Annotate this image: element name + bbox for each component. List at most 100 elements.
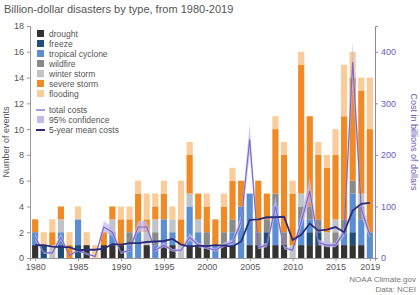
bar [195,219,201,232]
tick-label: 0 [381,253,386,263]
tick-mark [27,258,30,259]
bar [204,206,210,232]
tick-label: 1985 [69,262,89,272]
bar [264,193,270,194]
bar [49,219,55,232]
bar [229,181,235,220]
tick-label: 18 [14,21,24,31]
bar [152,219,158,232]
tick: 1980 [26,258,46,272]
tick: 0 [375,253,386,263]
legend-item: flooding [37,89,79,99]
confidence-band [35,41,370,257]
bar [169,206,175,219]
legend-label: flooding [49,89,79,99]
legend-swatch [37,116,44,123]
bar [247,193,253,194]
bar [298,65,304,194]
tick-label: 6 [19,176,24,186]
tick: 2015 [326,258,346,272]
tick-mark [375,155,378,156]
bar [255,180,261,181]
page: {"chart_data": { "type": "bar", "title":… [0,0,420,295]
plot-area [32,41,373,258]
tick-mark [27,232,30,233]
bar [324,168,330,232]
tick-label: 2 [19,228,24,238]
bar [341,65,347,117]
tick-mark [27,129,30,130]
tick-mark [27,155,30,156]
legend-label: 5-year mean costs [49,125,119,135]
legend-swatch [37,40,44,47]
axis: 0100200300400 [375,27,396,264]
tick: 6 [19,176,30,186]
bar [109,206,115,207]
tick-label: 16 [14,47,24,57]
tick: 10 [14,124,30,134]
bar [332,129,338,155]
axis-title: Cost in billions of dollars [409,93,419,191]
axis-line [31,259,376,262]
bar [195,193,201,194]
legend-swatch [37,90,44,97]
legend-item: 5-year mean costs [36,125,119,135]
bar [358,219,364,245]
tick-label: 1990 [111,262,131,272]
bar [307,116,313,117]
tick-label: 2010 [283,262,303,272]
bar [212,219,218,245]
bar [307,245,313,258]
bar [367,129,373,232]
bar [187,155,193,194]
bar [118,206,124,219]
tick-label: 2005 [240,262,260,272]
axis-line [376,27,379,259]
legend-item: freeze [37,39,73,49]
axis-title: Number of events [1,106,11,178]
legend-label: freeze [49,39,73,49]
bar [272,245,278,258]
bar [161,181,167,194]
tick: 18 [14,21,30,31]
tick-mark [27,103,30,104]
tick-label: 4 [19,202,24,212]
tick: 2000 [197,258,217,272]
tick-label: 12 [14,99,24,109]
axis: 024681012141618 [14,21,31,263]
tick-mark [375,103,378,104]
bar [332,219,338,232]
bar [84,245,90,258]
tick-label: 0 [19,253,24,263]
bar [135,181,141,194]
bar [144,245,150,258]
bar [58,206,64,207]
bar [247,193,253,194]
tick-mark [375,52,378,53]
tick: 1990 [111,258,131,272]
bar [298,52,304,65]
tick: 16 [14,47,30,57]
bar [367,78,373,130]
bar [126,219,132,232]
source-note: NOAA Climate.gov [349,275,416,284]
tick-label: 14 [14,73,24,83]
bar [32,219,38,220]
bar [187,142,193,155]
bar [281,142,287,155]
legend-swatch [37,80,44,87]
bar [238,180,244,181]
legend-label: drought [49,29,78,39]
tick: 2005 [240,258,260,272]
legend-label: winter storm [48,69,95,79]
tick: 300 [375,99,396,109]
bar [118,219,124,245]
bar [350,245,356,258]
bar [152,206,158,219]
tick-mark [121,258,122,261]
tick-label: 200 [381,150,396,160]
tick-mark [78,258,79,261]
tick-mark [336,258,337,261]
bar [58,206,64,219]
tick: 1995 [154,258,174,272]
